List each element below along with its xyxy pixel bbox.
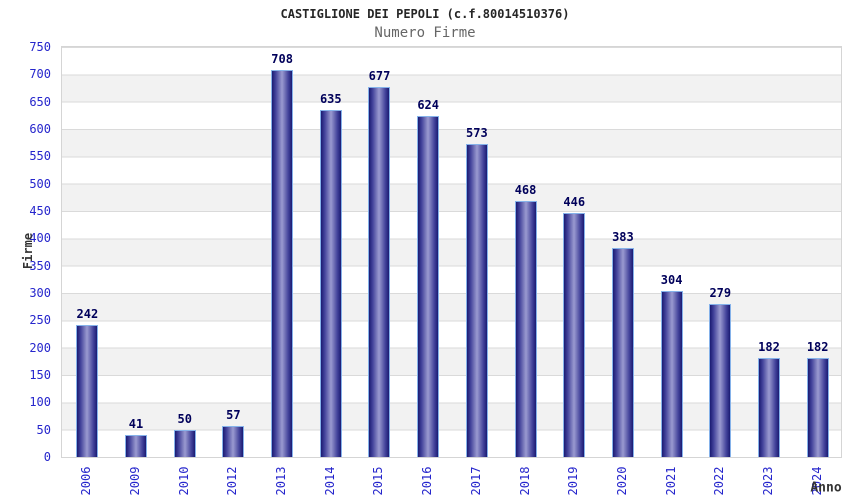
bar — [514, 201, 537, 457]
y-tick-label: 0 — [43, 450, 51, 464]
x-axis: 2006 2009 2010 2012 2013 2014 2015 2016 2017 2018… — [61, 458, 842, 500]
bar-value-label: 182 — [758, 340, 780, 354]
x-tick-label: 2015 — [371, 466, 386, 496]
bar-value-label: 573 — [466, 126, 488, 140]
bar — [173, 430, 196, 457]
x-tick-label: 2010 — [176, 466, 191, 496]
y-tick-label: 150 — [29, 368, 51, 382]
x-tick-label: 2012 — [225, 466, 240, 496]
bar — [806, 358, 829, 457]
bar-value-label: 279 — [709, 286, 732, 300]
bar-value-label: 242 — [76, 307, 99, 321]
y-tick-label: 550 — [29, 149, 51, 164]
chart-title: CASTIGLIONE DEI PEPOLI (c.f.80014510376) — [280, 7, 570, 21]
bar-value-label: 677 — [368, 69, 391, 83]
x-tick-label: 2013 — [274, 466, 289, 496]
y-tick-label: 700 — [29, 67, 51, 82]
bar-value-label: 468 — [514, 183, 537, 197]
y-tick-label: 350 — [29, 258, 51, 273]
y-tick-label: 50 — [36, 422, 51, 437]
y-tick-label: 650 — [29, 94, 51, 109]
x-tick-label: 2023 — [760, 466, 775, 496]
y-tick-label: 600 — [29, 122, 51, 136]
bar — [757, 358, 780, 457]
bar — [465, 144, 488, 457]
bar-value-label: 383 — [612, 230, 634, 244]
bar-value-label: 635 — [319, 92, 342, 106]
y-axis-title: Firme — [21, 232, 35, 270]
bar — [417, 116, 440, 457]
y-tick-label: 400 — [29, 231, 51, 246]
x-tick-label: 2016 — [420, 466, 435, 496]
bar-value-label: 57 — [226, 408, 241, 422]
x-tick-label: 2019 — [566, 466, 581, 496]
x-tick-label: 2018 — [517, 466, 532, 496]
y-tick-label: 500 — [29, 176, 51, 191]
bar — [611, 248, 634, 457]
bar — [76, 325, 99, 457]
y-tick-label: 200 — [29, 340, 51, 355]
bar — [368, 87, 391, 457]
y-tick-label: 250 — [29, 313, 51, 328]
y-tick-label: 750 — [29, 40, 51, 54]
bar — [660, 291, 683, 457]
plot-area: 242 41 50 57 708 635 677 624 573 468 446 383 304 279 1… — [61, 46, 842, 458]
x-tick-label: 2009 — [128, 466, 143, 496]
bar — [563, 213, 586, 457]
x-tick-label: 2014 — [322, 466, 337, 496]
x-tick-label: 2006 — [79, 466, 94, 496]
x-tick-label: 2017 — [468, 466, 483, 496]
bar — [222, 426, 245, 457]
bar-value-label: 708 — [271, 52, 293, 66]
bar-value-label: 182 — [806, 340, 829, 354]
x-tick-label: 2022 — [712, 466, 727, 496]
bar — [319, 110, 342, 457]
bar-value-label: 446 — [563, 195, 586, 209]
y-tick-label: 300 — [29, 286, 51, 300]
bar-value-label: 41 — [128, 417, 144, 431]
bar — [125, 435, 148, 457]
bar-value-label: 624 — [417, 98, 439, 112]
bar — [271, 70, 294, 457]
x-axis-title: Anno — [810, 480, 842, 496]
y-axis: 0 50 100 150 200 250 300 350 400 450 500 550 600 650 7… — [0, 40, 57, 464]
bar-value-label: 304 — [660, 273, 683, 287]
x-tick-label: 2020 — [614, 466, 629, 496]
bar-value-label: 50 — [177, 412, 192, 426]
y-tick-label: 450 — [29, 204, 51, 218]
bar — [709, 304, 732, 457]
chart-subtitle: Numero Firme — [374, 25, 476, 41]
y-tick-label: 100 — [29, 395, 51, 410]
x-tick-label: 2021 — [663, 466, 678, 496]
